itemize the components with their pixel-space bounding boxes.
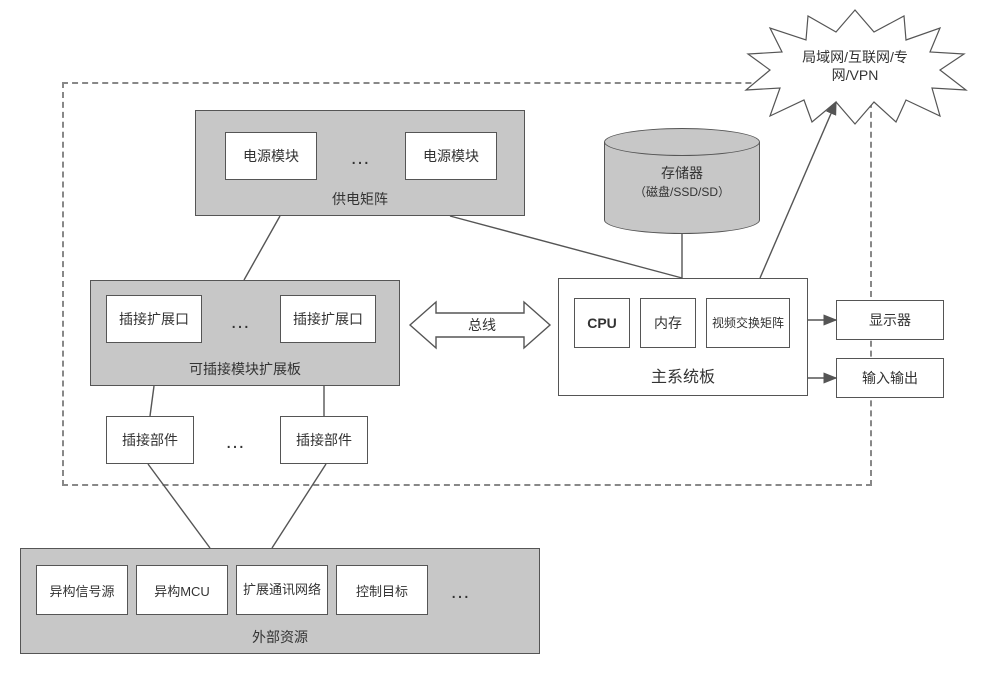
- video-matrix-box: 视频交换矩阵: [706, 298, 790, 348]
- memory-box: 内存: [640, 298, 696, 348]
- storage-cylinder: 存储器 （磁盘/SSD/SD）: [604, 128, 760, 234]
- plug-port-0: 插接扩展口: [106, 295, 202, 343]
- ext-item-0: 异构信号源: [36, 565, 128, 615]
- power-module-1-text: 电源模块: [423, 146, 479, 166]
- io-box: 输入输出: [836, 358, 944, 398]
- plug-part-1: 插接部件: [280, 416, 368, 464]
- bus-label: 总线: [462, 314, 502, 336]
- power-module-0-text: 电源模块: [243, 146, 299, 166]
- plug-part-0: 插接部件: [106, 416, 194, 464]
- power-matrix-label: 供电矩阵: [332, 189, 388, 209]
- cpu-box: CPU: [574, 298, 630, 348]
- pluggable-board-label: 可插接模块扩展板: [189, 359, 301, 379]
- plug-port-1: 插接扩展口: [280, 295, 376, 343]
- storage-subtitle: （磁盘/SSD/SD）: [634, 183, 730, 200]
- ext-ellipsis: …: [445, 582, 475, 602]
- external-resources-label: 外部资源: [252, 627, 308, 647]
- power-module-1: 电源模块: [405, 132, 497, 180]
- network-cloud: 局域网/互联网/专网/VPN: [740, 6, 970, 126]
- ext-item-2: 扩展通讯网络: [236, 565, 328, 615]
- power-module-0: 电源模块: [225, 132, 317, 180]
- ext-item-1: 异构MCU: [136, 565, 228, 615]
- plug-port-ellipsis: …: [225, 312, 255, 332]
- display-box: 显示器: [836, 300, 944, 340]
- network-cloud-text: 局域网/互联网/专网/VPN: [780, 48, 930, 84]
- ext-item-3: 控制目标: [336, 565, 428, 615]
- power-ellipsis: …: [340, 148, 380, 168]
- main-board-label: 主系统板: [651, 363, 715, 387]
- plug-part-ellipsis: …: [220, 432, 250, 452]
- storage-title: 存储器: [661, 163, 703, 183]
